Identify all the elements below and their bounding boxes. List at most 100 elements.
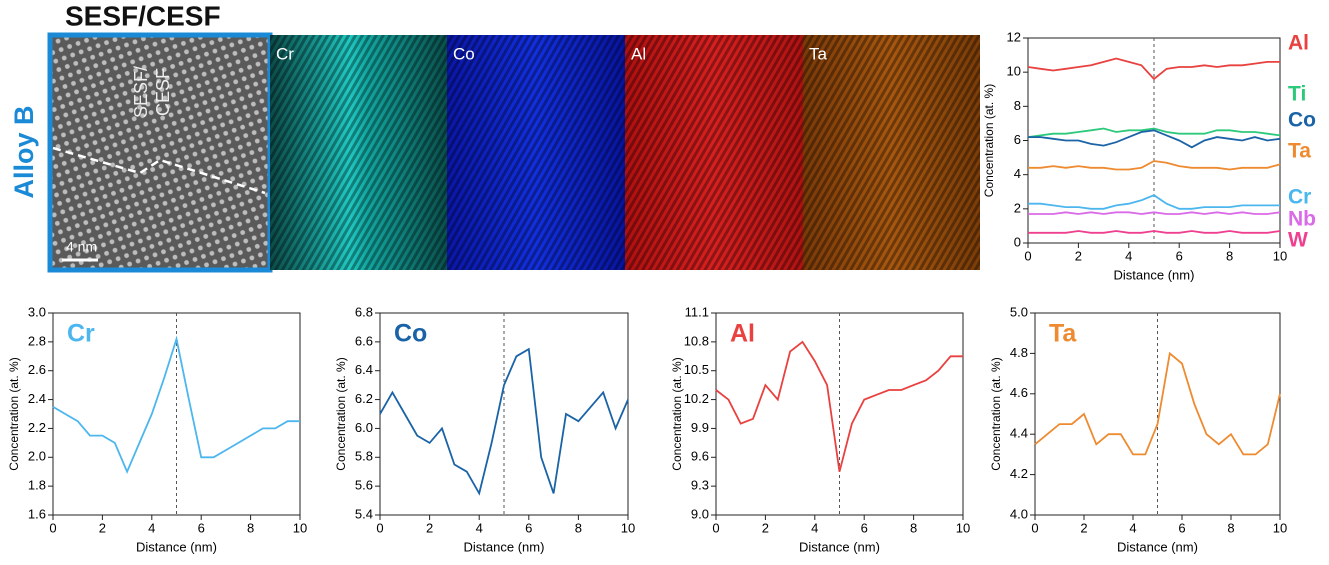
y-tick-label: 6.2 bbox=[355, 391, 373, 406]
x-axis-label: Distance (nm) bbox=[1117, 539, 1198, 554]
x-axis-label: Distance (nm) bbox=[136, 539, 217, 554]
map-label: Cr bbox=[276, 44, 294, 63]
data-line bbox=[1028, 129, 1281, 149]
y-tick-label: 12 bbox=[1007, 29, 1021, 44]
y-tick-label: 4.2 bbox=[1010, 466, 1028, 481]
data-line bbox=[1028, 160, 1281, 171]
y-tick-label: 6.8 bbox=[355, 304, 373, 319]
y-tick-label: 2.2 bbox=[28, 420, 46, 435]
x-tick-label: 6 bbox=[525, 520, 532, 535]
y-tick-label: 2 bbox=[1014, 200, 1021, 215]
data-line bbox=[715, 340, 963, 472]
y-tick-label: 6.0 bbox=[355, 420, 373, 435]
x-tick-label: 10 bbox=[1273, 520, 1287, 535]
data-line bbox=[1028, 194, 1280, 210]
y-tick-label: 2.4 bbox=[28, 391, 46, 406]
y-tick-label: 4 bbox=[1014, 166, 1021, 181]
y-tick-label: 3.0 bbox=[28, 304, 46, 319]
x-tick-label: 4 bbox=[148, 520, 155, 535]
y-tick-label: 4.6 bbox=[1010, 385, 1028, 400]
x-tick-label: 2 bbox=[426, 520, 433, 535]
y-tick-label: 5.0 bbox=[1010, 304, 1028, 319]
x-tick-label: 8 bbox=[575, 520, 582, 535]
y-tick-label: 10.5 bbox=[684, 362, 709, 377]
y-tick-label: 4.8 bbox=[1010, 345, 1028, 360]
fault-line bbox=[52, 146, 266, 195]
legend-entry: W bbox=[1288, 229, 1308, 252]
y-tick-label: 6.4 bbox=[355, 362, 373, 377]
legend-entry: Ti bbox=[1288, 83, 1306, 106]
y-axis-label: Concentration (at. %) bbox=[7, 357, 21, 470]
y-axis-label: Concentration (at. %) bbox=[334, 357, 348, 470]
y-tick-label: 5.4 bbox=[355, 506, 373, 521]
x-tick-label: 10 bbox=[293, 520, 307, 535]
x-tick-label: 8 bbox=[910, 520, 917, 535]
y-tick-label: 2.0 bbox=[28, 449, 46, 464]
chart-label: Cr bbox=[67, 320, 95, 348]
y-tick-label: 10.2 bbox=[684, 391, 709, 406]
image-label: CESF bbox=[153, 68, 173, 116]
y-tick-label: 6.6 bbox=[355, 333, 373, 348]
data-line bbox=[1027, 127, 1281, 138]
y-axis-label: Concentration (at. %) bbox=[982, 84, 996, 197]
x-tick-label: 2 bbox=[762, 520, 769, 535]
map-texture bbox=[270, 35, 980, 270]
data-line bbox=[1034, 351, 1281, 456]
x-tick-label: 2 bbox=[1075, 248, 1082, 263]
y-tick-label: 4.0 bbox=[1010, 506, 1028, 521]
legend-entry: Cr bbox=[1288, 186, 1311, 209]
data-line bbox=[1027, 57, 1280, 81]
x-tick-label: 4 bbox=[811, 520, 818, 535]
y-tick-label: 2.8 bbox=[28, 333, 46, 348]
x-tick-label: 10 bbox=[621, 520, 635, 535]
legend-entry: Ta bbox=[1288, 140, 1311, 163]
data-line bbox=[52, 335, 300, 474]
y-tick-label: 10.8 bbox=[684, 333, 709, 348]
image-label: SESF/ bbox=[131, 66, 151, 118]
y-tick-label: 9.9 bbox=[691, 420, 709, 435]
x-tick-label: 2 bbox=[1080, 520, 1087, 535]
x-tick-label: 8 bbox=[247, 520, 254, 535]
y-tick-label: 11.1 bbox=[685, 304, 709, 319]
heading: SESF/CESF bbox=[65, 0, 221, 31]
y-tick-label: 5.6 bbox=[355, 478, 373, 493]
legend-entry: Nb bbox=[1288, 208, 1316, 231]
data-line bbox=[1028, 230, 1281, 234]
data-line bbox=[1028, 211, 1281, 215]
y-tick-label: 9.6 bbox=[691, 449, 709, 464]
map-label: Co bbox=[453, 44, 475, 63]
x-tick-label: 8 bbox=[1227, 520, 1234, 535]
y-axis-label: Concentration (at. %) bbox=[989, 357, 1003, 470]
data-line bbox=[379, 347, 629, 496]
x-tick-label: 4 bbox=[476, 520, 483, 535]
x-tick-label: 0 bbox=[49, 520, 56, 535]
x-axis-label: Distance (nm) bbox=[464, 539, 545, 554]
y-tick-label: 9.3 bbox=[691, 478, 709, 493]
x-tick-label: 2 bbox=[99, 520, 106, 535]
chart-label: Co bbox=[394, 320, 427, 348]
scale-label: 4 nm bbox=[66, 239, 97, 255]
y-tick-label: 10 bbox=[1007, 64, 1021, 79]
x-tick-label: 0 bbox=[712, 520, 719, 535]
y-tick-label: 5.8 bbox=[355, 449, 373, 464]
y-tick-label: 6 bbox=[1014, 132, 1021, 147]
row-label: Alloy B bbox=[9, 105, 39, 198]
chart-label: Ta bbox=[1049, 320, 1077, 348]
x-axis-label: Distance (nm) bbox=[1114, 267, 1195, 282]
x-tick-label: 8 bbox=[1226, 248, 1233, 263]
chart-label: Al bbox=[730, 320, 755, 348]
y-tick-label: 9.0 bbox=[691, 506, 709, 521]
haadf-image bbox=[47, 32, 273, 273]
x-tick-label: 6 bbox=[1176, 248, 1183, 263]
x-tick-label: 10 bbox=[956, 520, 970, 535]
y-axis-label: Concentration (at. %) bbox=[670, 357, 684, 470]
x-axis-label: Distance (nm) bbox=[799, 539, 880, 554]
x-tick-label: 4 bbox=[1129, 520, 1136, 535]
legend-entry: Co bbox=[1288, 109, 1316, 132]
y-tick-label: 4.4 bbox=[1010, 426, 1028, 441]
x-tick-label: 6 bbox=[861, 520, 868, 535]
x-tick-label: 10 bbox=[1273, 248, 1287, 263]
x-tick-label: 6 bbox=[198, 520, 205, 535]
x-tick-label: 0 bbox=[1024, 248, 1031, 263]
